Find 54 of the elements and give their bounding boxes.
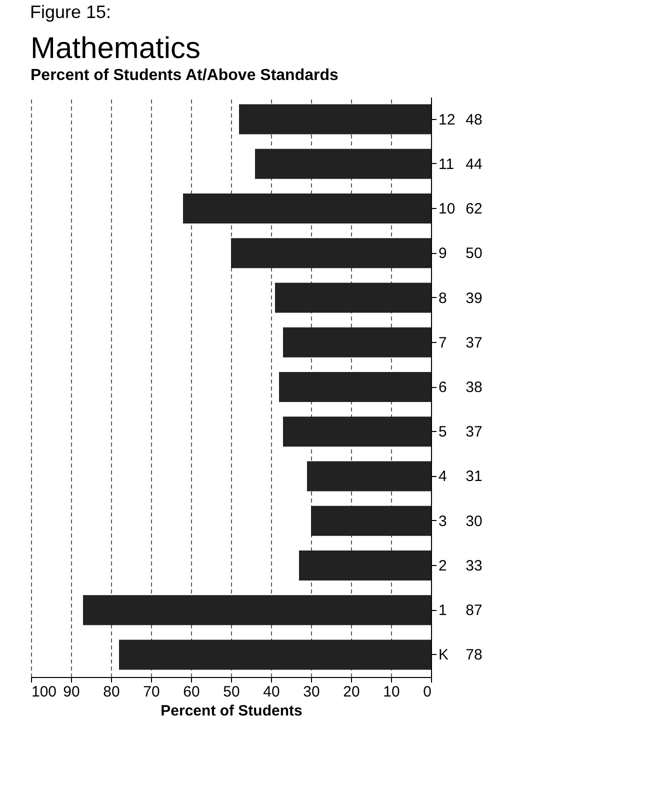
bar [299,550,431,580]
y-tick-label: 2 [438,557,447,574]
y-tick-label: K [438,646,449,664]
caption: Figure 15: [30,2,112,23]
x-tick-label: 20 [343,684,360,700]
data-label: 50 [466,245,482,262]
x-tick-label: 40 [263,684,280,700]
bar [283,327,431,358]
y-tick-label: 5 [438,424,447,441]
data-label: 48 [466,111,482,128]
bar [119,640,431,670]
bar [239,104,431,134]
bar [83,595,431,626]
x-tick-label: 80 [103,684,120,700]
x-tick-label: 70 [143,684,160,700]
data-label: 78 [466,646,482,664]
bar [275,282,431,313]
bar [311,506,431,536]
bar [307,461,431,492]
y-tick-label: 12 [438,111,456,128]
x-tick-label: 0 [423,684,432,700]
y-tick-label: 7 [438,334,447,352]
x-axis-title: Percent of Students [160,702,302,720]
chart-title: Mathematics [30,32,201,65]
data-label: 30 [466,512,482,530]
data-label: 44 [466,156,482,173]
data-label: 33 [466,557,482,574]
y-tick-label: 1 [438,602,447,620]
data-label: 39 [466,290,482,307]
y-tick-label: 8 [438,290,447,307]
data-label: 38 [466,379,482,396]
data-label: 31 [466,468,482,486]
bar [279,372,431,402]
bar [231,238,431,268]
x-tick-label: 60 [183,684,200,700]
bar [283,416,431,447]
y-tick-label: 3 [438,512,447,530]
x-tick-label: 90 [63,684,80,700]
bar [183,194,431,224]
x-tick-label: 100 [32,684,57,700]
y-tick-label: 9 [438,245,447,262]
bar [255,148,431,179]
x-tick-label: 30 [303,684,320,700]
data-label: 37 [466,334,482,352]
data-label: 62 [466,200,482,218]
y-tick-label: 6 [438,379,447,396]
data-label: 87 [466,602,482,620]
x-tick-label: 10 [383,684,400,700]
y-tick-label: 4 [438,468,447,486]
x-tick-label: 50 [223,684,240,700]
data-label: 37 [466,424,482,441]
y-tick-label: 10 [438,200,456,218]
y-tick-label: 11 [438,156,454,173]
chart-subtitle: Percent of Students At/Above Standards [30,67,338,84]
